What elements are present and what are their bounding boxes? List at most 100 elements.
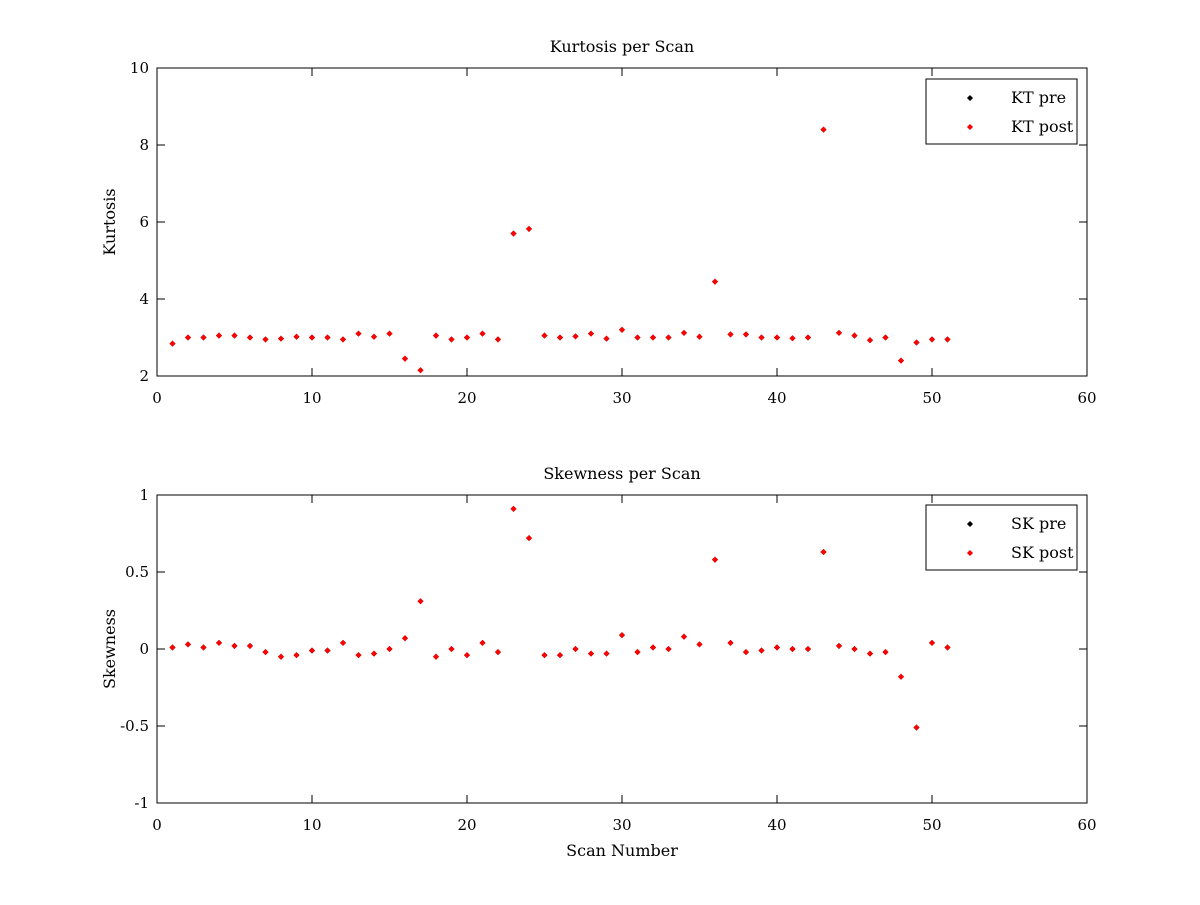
chart-title: Skewness per Scan [543, 464, 700, 483]
series-2 [169, 505, 951, 731]
data-point [479, 330, 486, 337]
data-point [711, 556, 719, 563]
x-tick-label: 50 [922, 816, 941, 834]
data-point [835, 642, 843, 649]
legend-marker [966, 549, 974, 557]
data-point [463, 334, 471, 341]
x-tick-label: 40 [767, 816, 786, 834]
data-point [293, 652, 300, 659]
data-point [882, 649, 889, 656]
data-point [262, 649, 269, 656]
data-point [293, 333, 300, 340]
data-point [432, 653, 440, 660]
data-point [680, 633, 688, 640]
data-point [758, 334, 765, 341]
data-point [169, 340, 176, 347]
chart-panel-1: 0 10 20 30 40 50 60 2 4 6 8 10 Kurtosis per Scan Kurt… [100, 37, 1097, 407]
data-point [820, 548, 827, 556]
data-point [556, 652, 564, 659]
chart-title: Kurtosis per Scan [550, 37, 694, 56]
y-tick-label: -1 [134, 794, 149, 812]
data-point [355, 652, 362, 659]
data-point [184, 334, 192, 341]
data-point [944, 644, 951, 651]
data-point [401, 635, 409, 642]
data-point [417, 367, 424, 374]
data-point [649, 334, 657, 341]
data-point [525, 535, 533, 542]
legend-entry-label: KT pre [1011, 88, 1066, 107]
data-point [587, 330, 595, 337]
data-point [308, 647, 316, 654]
data-point [603, 335, 610, 342]
legend: SK pre SK post [925, 504, 1078, 571]
data-point [634, 334, 641, 341]
legend-marker [966, 94, 974, 102]
data-point [665, 334, 672, 341]
data-point [820, 126, 827, 133]
x-axis-label: Scan Number [566, 841, 678, 860]
data-point [370, 650, 378, 657]
data-point [494, 336, 502, 343]
x-tick-label: 10 [302, 389, 321, 407]
data-point [773, 644, 781, 651]
legend-entry-label: SK pre [1011, 514, 1066, 533]
data-point [525, 225, 533, 232]
data-point [541, 332, 548, 339]
data-point [572, 645, 579, 653]
data-point [386, 330, 393, 337]
legend-marker [966, 123, 974, 131]
x-tick-label: 30 [612, 816, 631, 834]
data-point [727, 639, 734, 646]
data-point [200, 334, 207, 341]
data-point [944, 336, 951, 343]
data-point [866, 337, 874, 344]
data-point [169, 644, 176, 651]
y-tick-label: -0.5 [120, 717, 149, 735]
legend-box [925, 504, 1078, 571]
y-tick-label: 10 [130, 59, 149, 77]
x-tick-label: 0 [152, 389, 162, 407]
x-tick-label: 20 [457, 389, 476, 407]
data-point [696, 641, 703, 648]
data-point [246, 642, 254, 649]
data-point [649, 644, 657, 651]
y-axis-label: Skewness [100, 609, 119, 689]
data-point [370, 333, 378, 340]
x-tick-label: 10 [302, 816, 321, 834]
y-tick-label: 0.5 [125, 563, 149, 581]
data-point [277, 335, 285, 342]
y-tick-label: 4 [139, 290, 149, 308]
data-point [386, 645, 393, 653]
data-point [742, 649, 750, 656]
data-point [789, 645, 796, 653]
data-point [556, 334, 564, 341]
y-axis-label: Kurtosis [100, 188, 119, 255]
legend-box [925, 78, 1078, 145]
data-point [572, 333, 579, 340]
y-tick-label: 2 [139, 367, 149, 385]
series-2 [169, 126, 951, 374]
data-point [804, 334, 812, 341]
data-point [851, 332, 858, 339]
data-point [804, 645, 812, 653]
data-point [541, 652, 548, 659]
legend-entry-label: SK post [1011, 543, 1074, 562]
data-point [603, 650, 610, 657]
y-tick-label: 1 [139, 486, 149, 504]
chart-panel-2: 0 10 20 30 40 50 60 -1 -0.5 0 0.5 1 Skewness per Sca… [100, 464, 1097, 860]
data-point [510, 505, 517, 512]
x-tick-label: 60 [1077, 816, 1096, 834]
data-point [928, 639, 936, 646]
y-tick-label: 8 [139, 136, 149, 154]
data-point [696, 333, 703, 340]
data-point [324, 647, 331, 654]
data-point [634, 649, 641, 656]
data-point [448, 336, 455, 343]
data-point [913, 724, 920, 731]
data-point [913, 339, 920, 346]
data-point [417, 598, 424, 605]
data-point [897, 673, 905, 680]
